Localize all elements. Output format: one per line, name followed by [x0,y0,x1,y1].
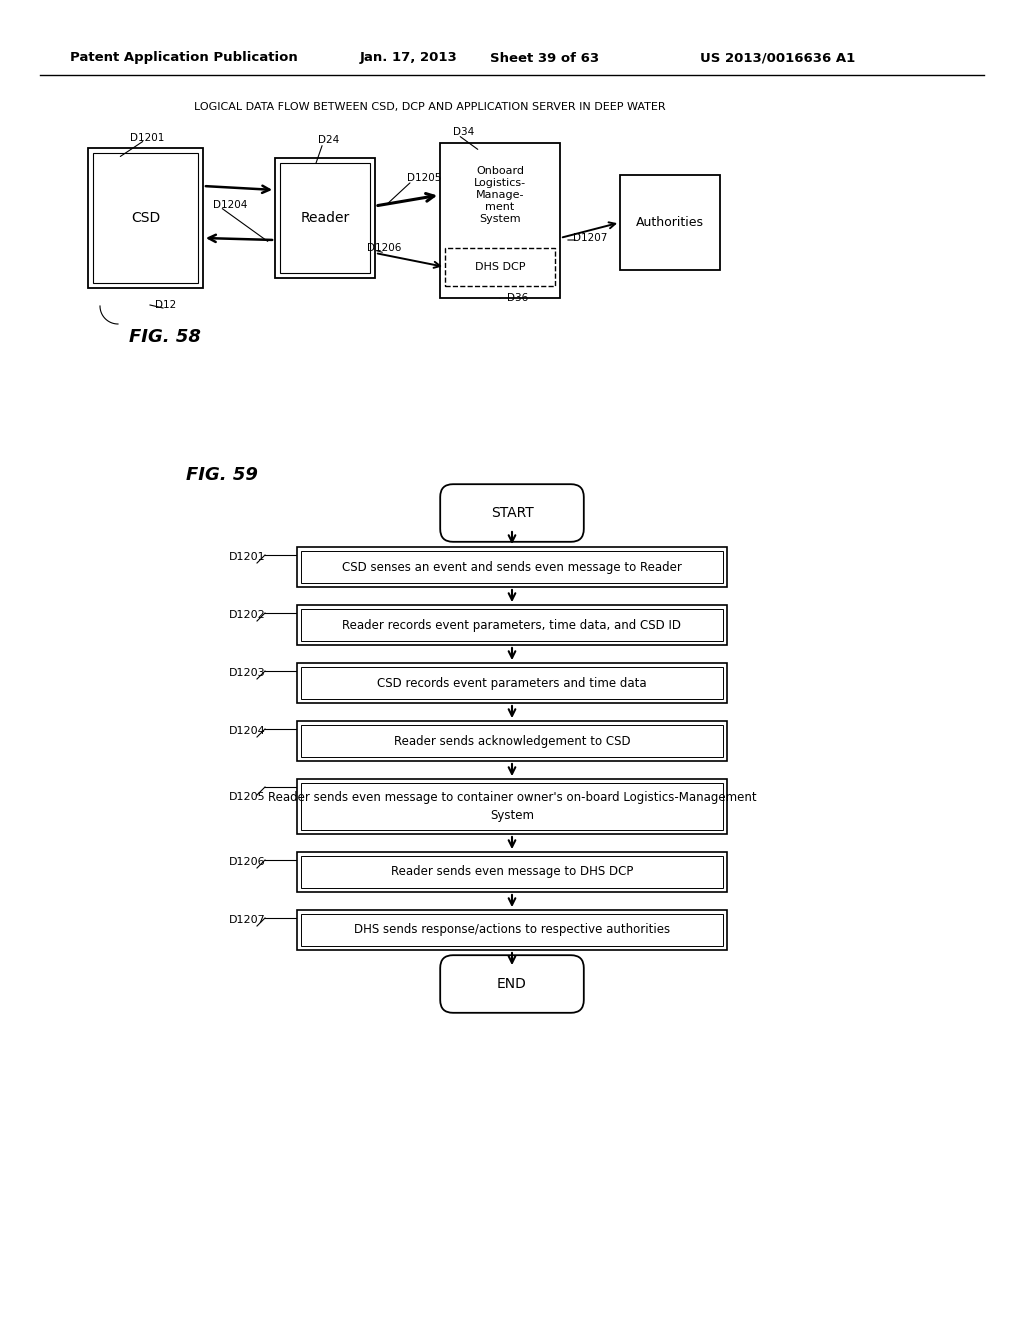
Text: LOGICAL DATA FLOW BETWEEN CSD, DCP AND APPLICATION SERVER IN DEEP WATER: LOGICAL DATA FLOW BETWEEN CSD, DCP AND A… [195,102,666,112]
FancyBboxPatch shape [297,851,727,892]
FancyBboxPatch shape [275,158,375,279]
Text: Reader sends even message to container owner's on-board Logistics-Management
Sys: Reader sends even message to container o… [267,792,757,821]
FancyBboxPatch shape [445,248,555,286]
Text: D1205: D1205 [407,173,441,183]
Text: Patent Application Publication: Patent Application Publication [70,51,298,65]
Text: FIG. 59: FIG. 59 [186,466,258,484]
FancyBboxPatch shape [297,779,727,834]
Text: D34: D34 [453,127,474,137]
Text: D12: D12 [155,300,176,310]
Text: D1202: D1202 [229,610,266,620]
Text: DHS DCP: DHS DCP [475,261,525,272]
Text: Sheet 39 of 63: Sheet 39 of 63 [490,51,599,65]
Text: Onboard
Logistics-
Manage-
ment
System: Onboard Logistics- Manage- ment System [474,166,526,224]
FancyBboxPatch shape [440,484,584,541]
FancyBboxPatch shape [297,605,727,645]
FancyBboxPatch shape [280,162,370,273]
Text: Reader records event parameters, time data, and CSD ID: Reader records event parameters, time da… [342,619,682,631]
FancyBboxPatch shape [440,956,584,1012]
FancyBboxPatch shape [301,855,723,888]
FancyBboxPatch shape [297,546,727,587]
Text: D1204: D1204 [213,201,248,210]
Text: D1206: D1206 [367,243,401,253]
FancyBboxPatch shape [301,783,723,830]
Text: D24: D24 [318,135,339,145]
FancyBboxPatch shape [297,909,727,950]
Text: D1201: D1201 [229,552,265,562]
Text: CSD: CSD [131,211,160,224]
Text: DHS sends response/actions to respective authorities: DHS sends response/actions to respective… [354,924,670,936]
Text: D1206: D1206 [229,857,265,867]
Text: US 2013/0016636 A1: US 2013/0016636 A1 [700,51,855,65]
Text: END: END [497,977,527,991]
FancyBboxPatch shape [301,913,723,946]
Text: Reader sends acknowledgement to CSD: Reader sends acknowledgement to CSD [393,734,631,747]
Text: Reader sends even message to DHS DCP: Reader sends even message to DHS DCP [391,866,633,879]
FancyBboxPatch shape [93,153,198,282]
FancyBboxPatch shape [301,609,723,642]
FancyBboxPatch shape [620,176,720,271]
Text: D1207: D1207 [229,915,266,925]
FancyBboxPatch shape [297,663,727,704]
Text: D1205: D1205 [229,792,265,801]
FancyBboxPatch shape [88,148,203,288]
Text: Authorities: Authorities [636,216,705,228]
Text: CSD senses an event and sends even message to Reader: CSD senses an event and sends even messa… [342,561,682,573]
FancyBboxPatch shape [301,725,723,756]
Text: Reader: Reader [300,211,349,224]
Text: Jan. 17, 2013: Jan. 17, 2013 [360,51,458,65]
FancyBboxPatch shape [297,721,727,762]
Text: START: START [490,506,534,520]
Text: FIG. 58: FIG. 58 [129,327,201,346]
Text: D1203: D1203 [229,668,265,678]
Text: D1207: D1207 [573,234,607,243]
FancyBboxPatch shape [440,143,560,298]
Text: D1204: D1204 [229,726,266,737]
FancyBboxPatch shape [301,667,723,700]
Text: CSD records event parameters and time data: CSD records event parameters and time da… [377,676,647,689]
Text: D1201: D1201 [130,133,165,143]
FancyBboxPatch shape [301,550,723,583]
Text: D36: D36 [507,293,528,304]
